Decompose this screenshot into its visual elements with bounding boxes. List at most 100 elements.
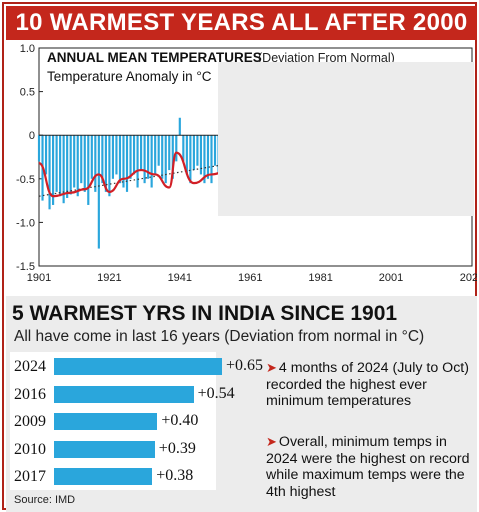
warm-year-value: +0.39 xyxy=(158,439,196,457)
anomaly-bar xyxy=(62,135,65,204)
anomaly-bar xyxy=(140,135,143,171)
anomaly-bar xyxy=(129,135,132,179)
warm-year-value: +0.38 xyxy=(156,467,194,484)
anomaly-bar xyxy=(101,135,104,184)
headline-banner: 10 WARMEST YEARS ALL AFTER 2000 xyxy=(6,6,477,40)
anomaly-bar xyxy=(55,135,58,192)
warm-year-row: 2009 +0.40 xyxy=(10,410,220,434)
anomaly-bar xyxy=(192,135,195,171)
notes-panel xyxy=(218,62,474,216)
anomaly-bar xyxy=(97,135,100,249)
anomaly-bar xyxy=(178,117,181,136)
anomaly-bar xyxy=(108,135,111,197)
y-tick-label: -1.0 xyxy=(16,217,35,229)
anomaly-bar xyxy=(189,135,192,184)
anomaly-bar xyxy=(206,135,210,179)
anomaly-bar xyxy=(154,135,157,175)
y-tick-label: 1.0 xyxy=(20,43,35,55)
source-credit: Source: IMD xyxy=(14,494,76,506)
anomaly-bar xyxy=(132,135,136,175)
y-tick-label: -1.5 xyxy=(16,261,35,273)
x-tick-label: 1981 xyxy=(308,272,332,284)
anomaly-bar xyxy=(150,135,153,188)
anomaly-bar xyxy=(182,135,185,162)
section-subtitle: All have come in last 16 years (Deviatio… xyxy=(14,328,425,345)
y-tick-label: -0.5 xyxy=(16,174,35,186)
anomaly-bar xyxy=(136,135,139,188)
anomaly-bar xyxy=(196,135,199,166)
anomaly-bar xyxy=(111,135,115,179)
anomaly-bar xyxy=(66,135,69,198)
anomaly-bar xyxy=(161,135,164,179)
anomaly-bar xyxy=(59,135,62,197)
warm-year-row: 2017 +0.38 xyxy=(10,465,220,489)
anomaly-bar xyxy=(83,135,86,192)
anomaly-bar xyxy=(80,135,83,184)
anomaly-bar xyxy=(185,135,188,175)
warm-year-bar xyxy=(54,413,158,430)
x-tick-label: 1921 xyxy=(97,272,121,284)
section-title: 5 WARMEST YRS IN INDIA SINCE 1901 xyxy=(12,302,398,325)
warm-year-row: 2016 +0.54 xyxy=(10,383,235,407)
y-tick-label: 0 xyxy=(29,130,35,142)
chart-subtitle: (Deviation From Normal) xyxy=(258,51,395,65)
arrow-icon: ➤ xyxy=(266,360,277,375)
warm-year-row: 2010 +0.39 xyxy=(10,438,220,462)
anomaly-bar xyxy=(94,135,97,192)
anomaly-bar xyxy=(171,135,174,179)
warm-year-value: +0.54 xyxy=(197,384,235,402)
warm-year-bar xyxy=(54,385,194,403)
trend-line xyxy=(38,121,473,197)
y-axis-label: Temperature Anomaly in °C xyxy=(47,69,212,84)
warm-year-label: 2016 xyxy=(14,385,46,403)
x-tick-label: 1961 xyxy=(238,272,262,284)
x-tick-label: 1901 xyxy=(27,272,51,284)
chart-title: ANNUAL MEAN TEMPERATURES xyxy=(47,50,262,65)
anomaly-bar xyxy=(115,135,118,175)
warm-year-label: 2010 xyxy=(14,440,46,458)
anomaly-bar xyxy=(51,135,55,205)
anomaly-bar xyxy=(37,135,41,162)
anomaly-bar xyxy=(168,135,171,171)
anomaly-bar xyxy=(48,135,51,210)
anomaly-bar xyxy=(125,135,129,192)
warm-year-bar xyxy=(54,468,153,485)
note-2-text: Overall, minimum temps in 2024 were the … xyxy=(266,434,470,500)
warm-year-label: 2024 xyxy=(14,358,46,375)
anomaly-bar xyxy=(175,135,178,162)
anomaly-bar xyxy=(199,135,203,175)
note-1: ➤ 4 months of 2024 (July to Oct) recorded… xyxy=(266,360,474,410)
warm-year-bar xyxy=(54,440,155,458)
anomaly-bar xyxy=(210,135,213,184)
warm-year-label: 2017 xyxy=(14,468,46,485)
anomaly-bar xyxy=(76,135,79,197)
anomaly-bar xyxy=(164,135,167,184)
x-tick-label: 1941 xyxy=(168,272,192,284)
arrow-icon: ➤ xyxy=(266,434,277,449)
x-tick-label: 2001 xyxy=(379,272,403,284)
note-2: ➤ Overall, minimum temps in 2024 were the… xyxy=(266,434,474,500)
anomaly-bar xyxy=(157,135,160,166)
anomaly-bar xyxy=(147,135,150,179)
anomaly-bar xyxy=(44,135,48,175)
warm-year-label: 2009 xyxy=(14,413,46,430)
warm-year-bar xyxy=(54,358,222,375)
anomaly-bar xyxy=(87,135,90,205)
anomaly-bar xyxy=(213,135,217,166)
anomaly-bar xyxy=(122,135,125,188)
warmest-years-bar-chart: 2024 +0.65 2016 +0.54 2009 +0.40 2010 +0.39 2017… xyxy=(10,352,263,490)
anomaly-bar xyxy=(203,135,206,184)
headline: 10 WARMEST YEARS ALL AFTER 2000 xyxy=(15,9,468,36)
warm-year-value: +0.40 xyxy=(161,412,199,429)
anomaly-bar xyxy=(73,135,76,188)
x-tick-label: 2024 xyxy=(460,272,477,284)
anomaly-bar xyxy=(90,135,93,179)
note-1-text: 4 months of 2024 (July to Oct) recorded … xyxy=(266,360,469,409)
anomaly-bar xyxy=(118,135,122,184)
warm-year-value: +0.65 xyxy=(226,357,264,374)
warmest-years-section: 5 WARMEST YRS IN INDIA SINCE 1901 All ha… xyxy=(6,296,477,512)
anomaly-bar xyxy=(69,135,72,195)
warm-year-row: 2024 +0.65 xyxy=(10,355,263,379)
y-tick-label: 0.5 xyxy=(20,87,35,99)
